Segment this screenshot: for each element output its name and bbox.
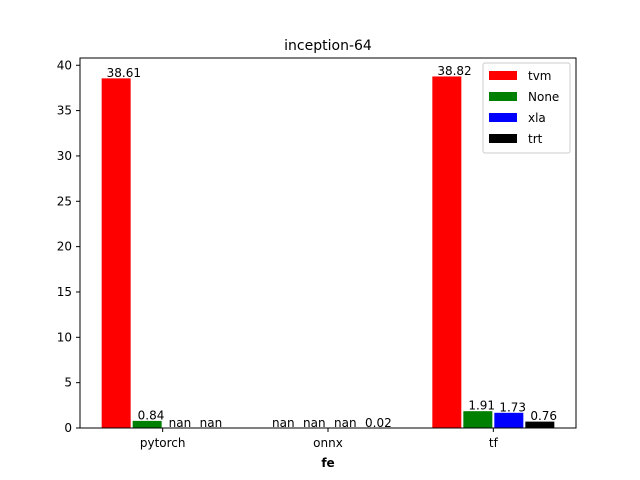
x-axis-label: fe: [321, 456, 334, 470]
legend-swatch-trt: [489, 134, 517, 143]
value-label: nan: [303, 416, 326, 430]
y-tick-label: 10: [57, 330, 72, 344]
legend-swatch-none: [489, 92, 517, 101]
legend-box: [482, 62, 571, 154]
value-label: 0.02: [365, 416, 392, 430]
value-label: 0.76: [530, 409, 557, 423]
y-tick-label: 15: [57, 285, 72, 299]
bar-tvm-tf: [431, 75, 463, 429]
x-tick-label: pytorch: [140, 436, 186, 450]
chart-title: inception-64: [284, 38, 372, 54]
y-tick-label: 5: [64, 376, 72, 390]
y-axis: 0 5 10 15 20 25 30 35 40: [57, 58, 80, 435]
legend-label: None: [528, 90, 559, 104]
value-label: 38.82: [437, 64, 471, 78]
value-label: 38.61: [107, 66, 141, 80]
bar-tvm-pytorch: [100, 77, 132, 429]
legend: tvm None xla trt: [482, 62, 571, 154]
value-label: 1.73: [499, 400, 526, 414]
value-label: 0.84: [138, 408, 165, 422]
bars-layer: [100, 75, 556, 429]
bar-none-tf: [462, 410, 494, 429]
value-label: nan: [169, 416, 192, 430]
legend-label: trt: [528, 132, 543, 146]
y-tick-label: 20: [57, 240, 72, 254]
y-tick-label: 35: [57, 104, 72, 118]
y-tick-label: 0: [64, 421, 72, 435]
bar-xla-tf: [493, 411, 525, 429]
legend-swatch-tvm: [489, 71, 517, 80]
legend-swatch-xla: [489, 113, 517, 122]
y-tick-label: 40: [57, 58, 72, 72]
x-tick-label: onnx: [313, 436, 343, 450]
y-tick-label: 30: [57, 149, 72, 163]
value-label: 1.91: [468, 399, 495, 413]
legend-label: tvm: [528, 69, 552, 83]
value-label: nan: [334, 416, 357, 430]
x-axis: pytorch onnx tf: [140, 428, 499, 450]
value-label: nan: [272, 416, 295, 430]
y-tick-label: 25: [57, 194, 72, 208]
x-tick-label: tf: [489, 436, 499, 450]
legend-label: xla: [528, 111, 546, 125]
value-label: nan: [200, 416, 223, 430]
